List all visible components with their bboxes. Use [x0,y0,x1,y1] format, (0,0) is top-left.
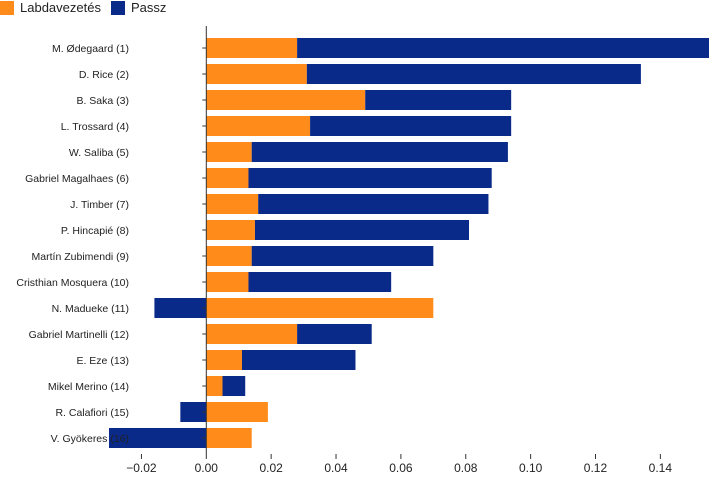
bar-labdavezetes-6 [206,168,249,188]
bar-labdavezetes-14 [206,376,223,396]
bar-labdavezetes-3 [206,90,366,110]
y-tick-label-4: L. Trossard (4) [61,121,129,133]
bar-labdavezetes-4 [206,116,311,136]
bar-passz-9 [251,246,434,266]
bar-passz-12 [297,324,372,344]
y-tick-label-1: M. Ødegaard (1) [52,43,129,55]
bar-passz-1 [297,38,709,58]
x-tick-label-1: 0.00 [195,461,219,475]
legend-swatch-passz [110,0,125,15]
bar-passz-5 [251,142,508,162]
bar-passz-16 [109,428,207,448]
y-tick-label-11: N. Madueke (11) [52,303,129,315]
bar-labdavezetes-13 [206,350,242,370]
x-tick-label-4: 0.06 [389,461,413,475]
bar-labdavezetes-9 [206,246,252,266]
bar-passz-14 [222,376,246,396]
bar-labdavezetes-1 [206,38,298,58]
y-tick-label-10: Cristhian Mosquera (10) [16,277,129,289]
y-tick-label-9: Martín Zubimendi (9) [32,251,129,263]
y-tick-label-6: Gabriel Magalhaes (6) [25,173,129,185]
bar-labdavezetes-5 [206,142,252,162]
legend: Labdavezetés Passz [0,0,176,15]
y-tick-label-13: E. Eze (13) [76,355,129,367]
bar-passz-4 [310,116,512,136]
bar-labdavezetes-7 [206,194,259,214]
bar-passz-13 [241,350,356,370]
y-tick-label-12: Gabriel Martinelli (12) [29,329,129,341]
legend-label-labdavezetes: Labdavezetés [20,0,101,15]
bar-passz-8 [254,220,469,240]
x-tick-label-2: 0.02 [259,461,283,475]
y-tick-label-5: W. Saliba (5) [69,147,129,159]
x-tick-label-7: 0.12 [584,461,608,475]
bar-passz-3 [365,90,512,110]
bar-labdavezetes-10 [206,272,249,292]
x-tick-label-6: 0.10 [519,461,543,475]
bar-labdavezetes-15 [206,402,268,422]
bar-passz-15 [180,402,207,422]
y-tick-label-2: D. Rice (2) [79,69,129,81]
bar-labdavezetes-2 [206,64,307,84]
bar-labdavezetes-16 [206,428,252,448]
x-tick-label-0: −0.02 [126,461,157,475]
legend-item-passz: Passz [110,0,167,15]
y-tick-label-7: J. Timber (7) [70,199,129,211]
bar-labdavezetes-12 [206,324,298,344]
bar-passz-11 [154,298,207,318]
bar-passz-7 [258,194,489,214]
legend-label-passz: Passz [130,0,167,15]
bar-labdavezetes-8 [206,220,255,240]
x-tick-label-8: 0.14 [649,461,673,475]
bar-labdavezetes-11 [206,298,434,318]
y-tick-label-15: R. Calafiori (15) [55,407,129,419]
bar-passz-10 [248,272,392,292]
legend-swatch-labdavezetes [0,0,14,15]
y-tick-label-16: V. Gyökeres (16) [51,433,129,445]
bar-passz-6 [248,168,492,188]
y-tick-label-14: Mikel Merino (14) [48,381,129,393]
bar-passz-2 [306,64,641,84]
legend-item-labdavezetes: Labdavezetés [0,0,101,15]
y-tick-label-8: P. Hincapié (8) [61,225,129,237]
y-tick-label-3: B. Saka (3) [76,95,129,107]
x-tick-label-3: 0.04 [324,461,348,475]
x-tick-label-5: 0.08 [454,461,478,475]
